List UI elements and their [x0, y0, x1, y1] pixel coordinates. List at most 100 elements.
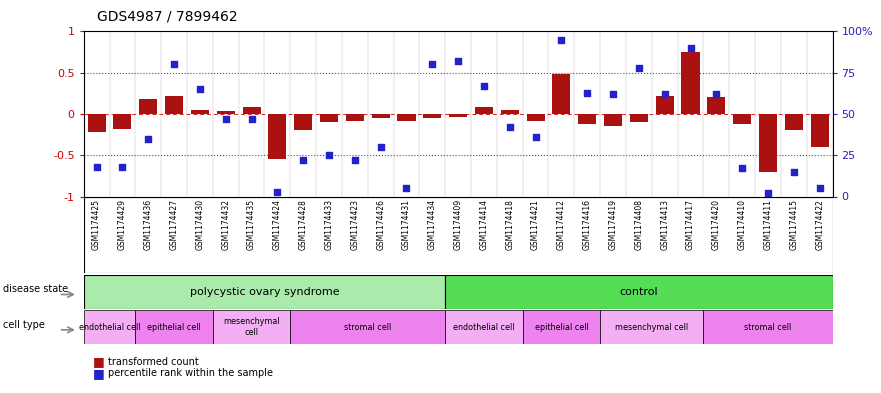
Bar	[217, 111, 234, 114]
Bar	[345, 114, 364, 121]
Text: GSM1174425: GSM1174425	[93, 199, 101, 250]
Bar	[630, 114, 648, 122]
Point	[90, 163, 104, 170]
Text: transformed count: transformed count	[108, 356, 199, 367]
Point	[606, 91, 620, 97]
Bar	[320, 114, 338, 122]
Bar	[445, 275, 833, 309]
Point	[477, 83, 491, 89]
Text: GSM1174429: GSM1174429	[118, 199, 127, 250]
Text: percentile rank within the sample: percentile rank within the sample	[108, 368, 273, 378]
Point	[245, 116, 259, 122]
Text: GSM1174422: GSM1174422	[815, 199, 824, 250]
Point	[399, 185, 413, 191]
Text: GSM1174431: GSM1174431	[402, 199, 411, 250]
Point	[709, 91, 723, 97]
Point	[812, 185, 826, 191]
Bar	[682, 52, 700, 114]
Text: GSM1174416: GSM1174416	[582, 199, 592, 250]
Text: GSM1174435: GSM1174435	[247, 199, 256, 250]
Text: mesenchymal cell: mesenchymal cell	[615, 323, 688, 332]
Text: GSM1174419: GSM1174419	[609, 199, 618, 250]
Text: GSM1174428: GSM1174428	[299, 199, 307, 250]
Text: endothelial cell: endothelial cell	[78, 323, 140, 332]
Text: control: control	[619, 287, 658, 297]
Point	[193, 86, 207, 92]
Text: mesenchymal
cell: mesenchymal cell	[223, 318, 280, 337]
Bar	[445, 310, 522, 344]
Point	[632, 64, 646, 71]
Text: GSM1174421: GSM1174421	[531, 199, 540, 250]
Text: GSM1174415: GSM1174415	[789, 199, 798, 250]
Point	[761, 190, 775, 196]
Text: GSM1174424: GSM1174424	[273, 199, 282, 250]
Bar	[372, 114, 389, 118]
Point	[426, 61, 440, 68]
Point	[141, 136, 155, 142]
Bar	[114, 114, 131, 129]
Bar	[600, 310, 703, 344]
Point	[787, 169, 801, 175]
Text: GSM1174430: GSM1174430	[196, 199, 204, 250]
Bar	[811, 114, 829, 147]
Bar	[449, 114, 467, 117]
Bar	[552, 74, 570, 114]
Point	[451, 58, 465, 64]
Bar	[522, 310, 600, 344]
Text: epithelial cell: epithelial cell	[147, 323, 201, 332]
Point	[684, 45, 698, 51]
Bar	[707, 97, 725, 114]
Point	[218, 116, 233, 122]
Bar	[139, 99, 158, 114]
Text: cell type: cell type	[4, 320, 45, 329]
Text: polycystic ovary syndrome: polycystic ovary syndrome	[189, 287, 339, 297]
Text: stromal cell: stromal cell	[344, 323, 391, 332]
Bar	[527, 114, 544, 121]
Bar	[191, 110, 209, 114]
Text: GSM1174417: GSM1174417	[686, 199, 695, 250]
Point	[348, 157, 362, 163]
Text: GSM1174413: GSM1174413	[660, 199, 670, 250]
Point	[374, 144, 388, 150]
Text: stromal cell: stromal cell	[744, 323, 792, 332]
Point	[270, 188, 285, 195]
Bar	[294, 114, 312, 130]
Text: GSM1174426: GSM1174426	[376, 199, 385, 250]
Point	[554, 37, 568, 43]
Text: GSM1174410: GSM1174410	[737, 199, 747, 250]
Bar	[165, 96, 183, 114]
Bar	[655, 96, 674, 114]
Bar	[423, 114, 441, 118]
Text: GSM1174411: GSM1174411	[764, 199, 773, 250]
Bar	[397, 114, 416, 121]
Bar	[604, 114, 622, 127]
Bar	[269, 114, 286, 160]
Text: GSM1174423: GSM1174423	[351, 199, 359, 250]
Bar	[87, 114, 106, 132]
Text: ■: ■	[93, 367, 104, 380]
Point	[167, 61, 181, 68]
Text: GSM1174412: GSM1174412	[557, 199, 566, 250]
Point	[581, 89, 595, 95]
Bar	[475, 107, 493, 114]
Text: GSM1174432: GSM1174432	[221, 199, 230, 250]
Bar	[785, 114, 803, 130]
Bar	[242, 107, 261, 114]
Bar	[136, 310, 213, 344]
Bar	[290, 310, 445, 344]
Text: GSM1174434: GSM1174434	[428, 199, 437, 250]
Point	[503, 124, 517, 130]
Text: endothelial cell: endothelial cell	[453, 323, 515, 332]
Point	[115, 163, 130, 170]
Text: ■: ■	[93, 355, 104, 368]
Bar	[578, 114, 596, 124]
Bar	[500, 110, 519, 114]
Text: GSM1174414: GSM1174414	[479, 199, 488, 250]
Text: GDS4987 / 7899462: GDS4987 / 7899462	[97, 10, 238, 24]
Text: GSM1174433: GSM1174433	[324, 199, 334, 250]
Text: epithelial cell: epithelial cell	[535, 323, 589, 332]
Text: GSM1174418: GSM1174418	[506, 199, 515, 250]
Point	[322, 152, 336, 158]
Bar	[733, 114, 751, 124]
Point	[296, 157, 310, 163]
